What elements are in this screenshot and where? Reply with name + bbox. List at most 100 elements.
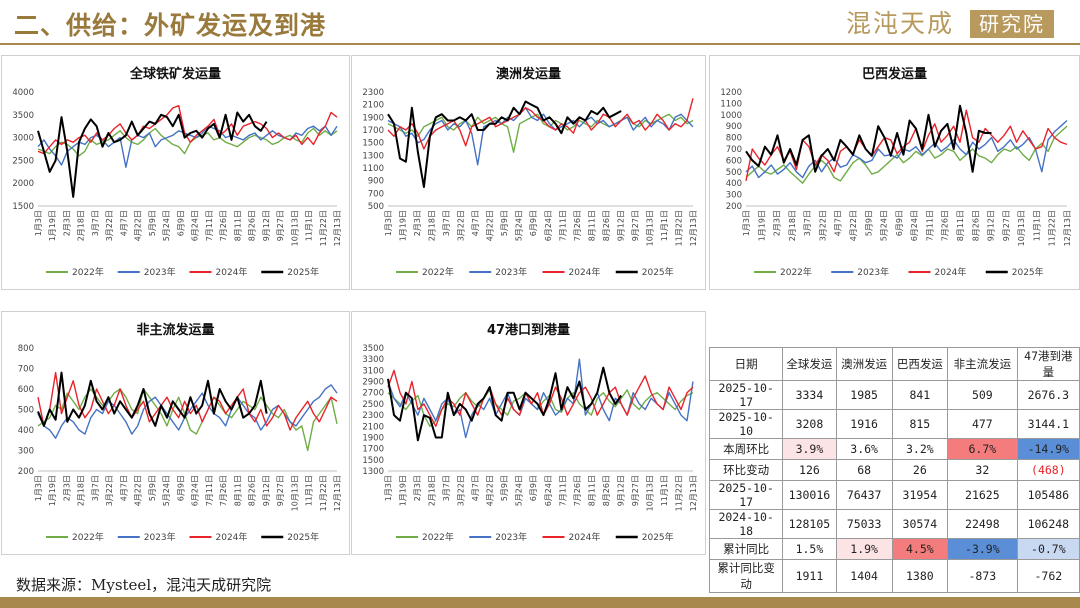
x-tick-label: 5月9日 (148, 475, 157, 501)
y-tick-label: 3500 (12, 111, 34, 121)
page-title: 二、供给：外矿发运及到港 (14, 11, 327, 40)
series-line-1 (37, 384, 338, 439)
y-tick-label: 1100 (362, 164, 384, 174)
x-tick-label: 5月9日 (148, 210, 157, 236)
x-tick-label: 7月11日 (205, 475, 214, 506)
x-tick-label: 12月13日 (689, 210, 698, 246)
table-cell: 75033 (835, 509, 893, 539)
y-tick-label: 700 (726, 145, 742, 155)
x-tick-label: 4月22日 (849, 210, 858, 241)
x-tick-label: 4月22日 (486, 210, 495, 241)
x-tick-label: 9月27日 (276, 475, 285, 506)
table-header-cell: 非主流发运 (946, 347, 1018, 381)
x-tick-label: 7月26日 (219, 210, 228, 241)
data-source: 数据来源：Mysteel，混沌天成研究院 (16, 576, 272, 594)
legend-label: 2023年 (495, 531, 527, 543)
table-cell: 509 (946, 380, 1018, 410)
legend-label: 2022年 (72, 531, 104, 543)
y-tick-label: 1500 (12, 202, 34, 212)
table-cell: 2025-10-17 (708, 480, 784, 510)
x-tick-label: 4月7日 (119, 475, 128, 501)
table-cell: 3.9% (782, 438, 837, 460)
legend-label: 2025年 (642, 531, 674, 543)
y-tick-label: 700 (18, 365, 34, 375)
x-tick-label: 6月9日 (176, 210, 185, 236)
table-cell: 1380 (891, 559, 948, 593)
table-cell: 841 (891, 380, 948, 410)
y-tick-label: 300 (18, 447, 34, 457)
y-tick-label: 4000 (12, 88, 34, 98)
table-cell: 31954 (891, 480, 948, 510)
x-tick-label: 8月11日 (233, 210, 242, 241)
y-tick-label: 3000 (12, 134, 34, 144)
legend-label: 2022年 (72, 266, 104, 278)
x-tick-label: 12月13日 (689, 475, 698, 511)
y-tick-label: 700 (368, 189, 384, 199)
table-cell: 累计同比 (708, 538, 784, 560)
x-tick-label: 2月18日 (77, 475, 86, 506)
x-tick-label: 1月19日 (399, 210, 408, 241)
legend-label: 2024年 (569, 531, 601, 543)
y-tick-label: 2700 (362, 389, 384, 399)
y-tick-label: 400 (18, 426, 34, 436)
table-cell: 106248 (1016, 509, 1080, 539)
x-tick-label: 10月13日 (290, 210, 299, 246)
table-cell: -873 (946, 559, 1018, 593)
y-tick-label: 900 (368, 177, 384, 187)
table-cell: 1985 (835, 380, 893, 410)
x-tick-label: 7月26日 (219, 475, 228, 506)
y-tick-label: 500 (726, 168, 742, 178)
table-cell: 477 (946, 409, 1018, 439)
y-tick-label: 1700 (362, 445, 384, 455)
x-tick-label: 3月7日 (442, 210, 451, 236)
table-cell: 130016 (782, 480, 837, 510)
legend-label: 2023年 (144, 531, 176, 543)
x-tick-label: 6月24日 (544, 475, 553, 506)
table-cell: 环比变动 (708, 459, 784, 481)
series-line-3 (387, 100, 622, 188)
table-cell: 6.7% (946, 438, 1018, 460)
table-cell: 128105 (782, 509, 837, 539)
chart-47-port-arrivals: 47港口到港量 1300 1500 1700 1900 2100 2300 2500 2700 2… (351, 311, 706, 555)
y-tick-label: 2100 (362, 422, 384, 432)
y-tick-label: 1500 (362, 456, 384, 466)
table-cell: 22498 (946, 509, 1018, 539)
x-tick-label: 11月1日 (660, 475, 669, 506)
legend-label: 2024年 (935, 266, 967, 278)
chart-title: 非主流发运量 (136, 322, 214, 338)
logo-text: 混沌天成 (846, 9, 955, 38)
table-cell: 126 (782, 459, 837, 481)
x-tick-label: 11月22日 (674, 210, 683, 246)
table-header-cell: 日期 (708, 347, 784, 381)
chart-title: 巴西发运量 (862, 66, 927, 82)
x-tick-label: 4月7日 (471, 210, 480, 236)
series-line-0 (37, 127, 338, 157)
x-tick-label: 4月22日 (486, 475, 495, 506)
x-tick-label: 8月11日 (956, 210, 965, 241)
table-cell: 3334 (782, 380, 837, 410)
x-tick-label: 11月22日 (319, 210, 328, 246)
y-tick-label: 300 (726, 191, 742, 201)
x-tick-label: 12月13日 (333, 210, 342, 246)
table-row: 本周环比 3.9% 3.6% 3.2% 6.7% -14.9% (708, 438, 1080, 460)
x-tick-label: 2月18日 (428, 210, 437, 241)
x-tick-label: 3月7日 (91, 475, 100, 501)
y-tick-label: 1900 (362, 433, 384, 443)
table-cell: 105486 (1016, 480, 1080, 510)
x-tick-label: 4月7日 (471, 475, 480, 501)
y-tick-label: 2500 (362, 400, 384, 410)
x-tick-label: 12月13日 (1063, 210, 1072, 246)
x-tick-label: 10月13日 (290, 475, 299, 511)
legend-label: 2023年 (857, 266, 889, 278)
x-tick-label: 2月3日 (413, 210, 422, 236)
table-cell: 2676.3 (1016, 380, 1080, 410)
x-tick-label: 3月7日 (803, 210, 812, 236)
x-tick-label: 7月11日 (558, 210, 567, 241)
x-tick-label: 7月26日 (573, 475, 582, 506)
series-line-2 (387, 98, 694, 150)
chart-svg: 澳洲发运量 500 700 900 1100 1300 1500 1700 1900 2100 23… (362, 66, 698, 278)
table-cell: 本周环比 (708, 438, 784, 460)
x-tick-label: 9月12日 (262, 210, 271, 241)
chart-nonmainstream-shipments: 非主流发运量 200 300 400 500 600 700 800 1月3日 1月19日 2月3日… (1, 311, 350, 555)
table-cell: 3144.1 (1016, 409, 1080, 439)
